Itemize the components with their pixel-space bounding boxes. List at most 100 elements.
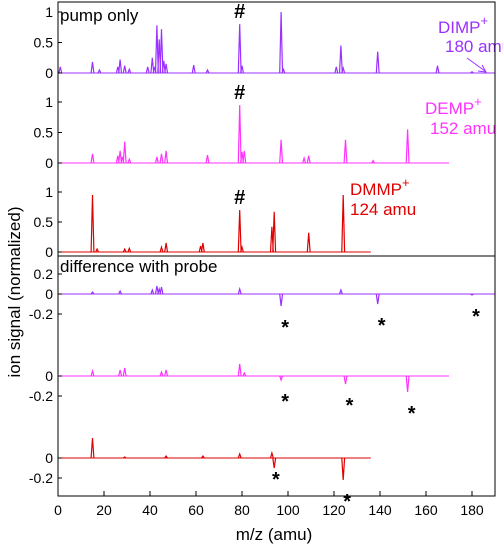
dmmp-diff-ytick-label: -0.2 <box>29 470 53 486</box>
x-tick-label: 100 <box>276 502 300 518</box>
demp-pump-peak <box>159 153 164 164</box>
dimp-pump-peak <box>341 65 346 74</box>
dmmp-diff-peak <box>341 457 346 481</box>
x-tick-label: 120 <box>322 502 346 518</box>
dimp-pump-peak <box>90 61 95 74</box>
dimp-pump-peak <box>375 51 380 74</box>
dimp-pump-peak <box>145 66 150 74</box>
dimp-pump-ytick-label: 1 <box>45 4 53 20</box>
dimp-name: DIMP+ <box>438 13 488 37</box>
demp-compound-label: DEMP+ 152 amu <box>425 94 496 138</box>
dmmp-pump-peak <box>122 247 127 253</box>
x-tick-label: 180 <box>460 502 484 518</box>
dimp-pump-peak <box>279 11 284 74</box>
demp-pump-peak <box>237 105 242 164</box>
demp-diff-peak <box>159 370 164 377</box>
dmmp-mass: 124 amu <box>350 200 416 219</box>
demp-diff-star-marker: * <box>346 395 354 417</box>
x-tick-label: 40 <box>142 502 158 518</box>
demp-diff-ytick-label: -0.2 <box>29 388 53 404</box>
demp-pump-hash-marker: # <box>234 82 245 104</box>
dmmp-pump-ytick-label: 0.5 <box>34 214 54 230</box>
dimp-pump-peak <box>97 68 102 74</box>
demp-diff-spectrum <box>58 363 449 393</box>
dmmp-pump-peak <box>272 211 277 253</box>
dmmp-pump-peak <box>90 194 95 253</box>
dimp-pump-peak <box>205 68 210 74</box>
dmmp-compound-label: DMMP+ 124 amu <box>350 175 416 219</box>
dimp-pump-peak <box>164 63 169 74</box>
dimp-diff-peak <box>159 286 164 295</box>
x-tick-label: 0 <box>54 502 62 518</box>
dmmp-diff-peak <box>237 452 242 459</box>
dmmp-name: DMMP+ <box>350 175 410 199</box>
dmmp-pump-hash-marker: # <box>234 187 245 209</box>
demp-pump-peak <box>90 153 95 164</box>
dimp-diff-peak <box>375 293 380 305</box>
dmmp-diff-star-marker: * <box>343 491 351 513</box>
dimp-pump-peak <box>154 25 159 74</box>
demp-pump-peak <box>154 156 159 164</box>
demp-pump-peak <box>371 159 376 164</box>
dmmp-pump-peak <box>237 209 242 253</box>
dimp-pump-spectrum <box>58 11 495 74</box>
dimp-diff-peak <box>237 286 242 295</box>
dmmp-pump-peak <box>341 194 346 253</box>
dimp-diff-peak <box>150 288 155 295</box>
dimp-diff-peak <box>118 289 123 295</box>
x-tick-label: 60 <box>188 502 204 518</box>
dimp-diff-ytick-label: 0.2 <box>34 266 54 282</box>
demp-pump-spectrum <box>58 105 449 164</box>
demp-pump-peak <box>242 150 247 164</box>
dimp-pump-peak <box>470 71 474 74</box>
difference-with-probe-note: difference with probe <box>60 257 218 276</box>
dmmp-diff-peak <box>201 454 205 459</box>
demp-pump-peak <box>127 157 132 164</box>
dimp-diff-star-marker: * <box>378 315 386 337</box>
demp-pump-peak <box>279 139 284 164</box>
dimp-pump-peak <box>127 67 132 74</box>
dimp-pump-ytick-label: 0 <box>45 65 53 81</box>
dmmp-pump-peak <box>164 242 169 253</box>
dmmp-diff-peak <box>90 437 95 459</box>
y-axis-title: ion signal (normalized) <box>5 206 24 377</box>
dmmp-diff-peak <box>122 456 127 459</box>
dmmp-pump-peak <box>200 242 205 253</box>
dimp-pump-peak <box>240 65 244 74</box>
demp-diff-ytick-label: 0 <box>45 368 53 384</box>
dimp-pump-peak <box>237 24 242 74</box>
dimp-mass: 180 amu <box>445 37 503 56</box>
demp-name: DEMP+ <box>425 94 482 118</box>
demp-diff-peak <box>405 375 410 393</box>
dimp-diff-ytick-label: 0 <box>45 286 53 302</box>
dimp-pump-peak <box>118 59 123 74</box>
dmmp-diff-ytick-label: 0 <box>45 450 53 466</box>
dimp-diff-peak <box>470 293 474 296</box>
dimp-pump-peak <box>338 45 343 74</box>
dimp-pump-hash-marker: # <box>234 1 245 23</box>
dmmp-pump-spectrum <box>58 194 371 253</box>
demp-diff-peak <box>118 369 123 377</box>
demp-diff-peak <box>90 368 95 377</box>
dmmp-diff-peak <box>272 457 277 469</box>
dimp-pump-peak <box>191 64 196 74</box>
dmmp-pump-ytick-label: 0 <box>45 244 53 260</box>
x-tick-label: 20 <box>96 502 112 518</box>
demp-pump-peak <box>405 129 410 164</box>
dimp-diff-peak <box>279 293 284 307</box>
demp-pump-peak <box>306 155 311 164</box>
demp-pump-peak <box>302 155 307 164</box>
demp-diff-peak <box>237 363 242 377</box>
dimp-parent-arrowhead <box>477 64 487 73</box>
x-tick-label: 80 <box>234 502 250 518</box>
dmmp-diff-star-marker: * <box>272 469 280 491</box>
demp-pump-peak <box>122 141 127 164</box>
dimp-pump-peak <box>150 57 155 74</box>
demp-diff-peak <box>343 375 348 385</box>
x-axis-title: m/z (amu) <box>236 525 313 544</box>
demp-pump-ytick-label: 0.5 <box>34 125 54 141</box>
x-tick-label: 140 <box>368 502 392 518</box>
dimp-diff-spectrum <box>58 285 495 307</box>
dmmp-diff-spectrum <box>58 437 371 481</box>
